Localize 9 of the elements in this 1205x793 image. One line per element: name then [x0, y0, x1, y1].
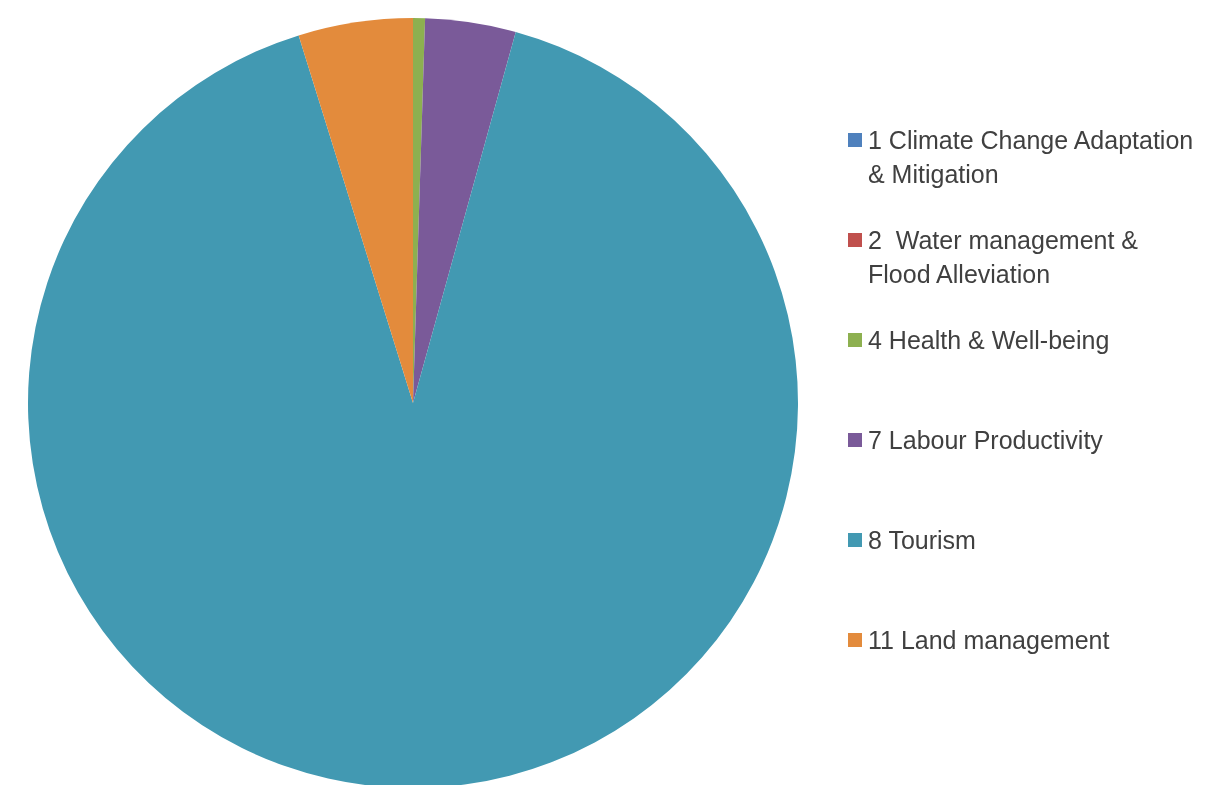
legend-label: 7 Labour Productivity [868, 425, 1104, 456]
legend-label: 2 Water management & Flood Alleviation [868, 225, 1140, 290]
pie-slice [28, 31, 798, 785]
legend-label: 4 Health & Well-being [868, 325, 1111, 356]
pie-slice [298, 18, 413, 403]
legend-label: 8 Tourism [868, 525, 977, 556]
legend-label: 11 Land management [868, 625, 1111, 656]
legend-label: 1 Climate Change Adaptation & Mitigation [868, 125, 1195, 190]
pie-slice [413, 18, 516, 403]
